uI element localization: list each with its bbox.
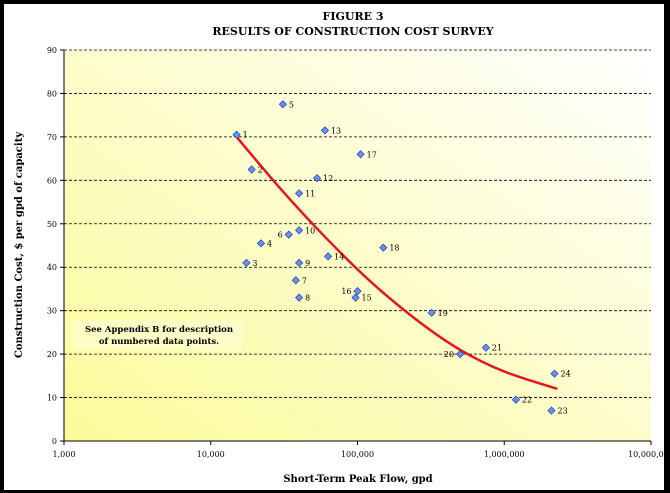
data-point-15 [351, 293, 360, 302]
data-point-8 [295, 293, 304, 302]
data-point-3 [242, 258, 251, 267]
data-point-16 [353, 287, 362, 296]
trend-line [235, 136, 558, 391]
annotation-box: See Appendix B for description of number… [72, 320, 242, 350]
y-axis-ticks: 0 10 20 30 40 50 60 70 80 90 [47, 46, 64, 446]
y-tick-label: 30 [47, 307, 57, 316]
data-point-20 [455, 350, 465, 359]
x-axis-ticks: 1,000 10,000 100,000 1,000,000 10,000,000 [53, 441, 670, 459]
data-point-11 [295, 189, 304, 198]
data-point-7 [291, 276, 300, 285]
data-point-6 [284, 230, 293, 239]
y-tick-label: 70 [47, 133, 57, 142]
data-point-12 [312, 174, 322, 183]
data-point-label-7: 7 [302, 276, 307, 285]
data-point-4 [256, 239, 266, 248]
data-point-label-11: 11 [305, 189, 315, 198]
data-point-label-14: 14 [334, 252, 344, 261]
gridlines [64, 49, 651, 398]
data-point-13 [320, 126, 330, 135]
y-tick-label: 60 [47, 176, 57, 185]
chart-title: FIGURE 3 [323, 10, 384, 23]
data-point-label-12: 12 [323, 174, 333, 183]
x-axis-label: Short-Term Peak Flow, gpd [283, 474, 432, 485]
data-point-label-4: 4 [267, 239, 272, 248]
data-point-10 [295, 226, 304, 235]
data-point-label-9: 9 [305, 259, 310, 268]
plot-area [64, 50, 651, 441]
data-point-21 [481, 343, 491, 352]
data-point-5 [278, 100, 287, 109]
data-point-label-5: 5 [289, 100, 294, 109]
data-point-19 [427, 308, 436, 317]
data-point-9 [295, 258, 304, 267]
data-point-18 [379, 243, 388, 252]
data-point-label-13: 13 [331, 126, 341, 135]
data-point-label-20: 20 [444, 350, 454, 359]
data-point-label-21: 21 [492, 344, 502, 353]
y-tick-label: 40 [47, 263, 57, 272]
data-point-label-2: 2 [258, 165, 263, 174]
x-tick-label: 10,000,000 [628, 450, 670, 459]
data-point-1 [232, 130, 241, 139]
data-point-24 [550, 369, 559, 378]
x-tick-label: 10,000 [197, 450, 225, 459]
data-point-label-3: 3 [252, 259, 257, 268]
y-tick-label: 80 [47, 89, 57, 98]
y-tick-label: 10 [47, 394, 57, 403]
x-tick-label: 1,000 [53, 450, 76, 459]
data-point-label-18: 18 [389, 244, 399, 253]
y-axis-label: Construction Cost, $ per gpd of capacity [14, 131, 25, 358]
y-tick-label: 0 [52, 437, 57, 446]
data-point-label-6: 6 [278, 231, 283, 240]
y-tick-label: 90 [47, 46, 57, 55]
data-point-label-23: 23 [558, 407, 568, 416]
data-point-label-19: 19 [438, 309, 448, 318]
y-tick-label: 20 [47, 350, 57, 359]
data-point-label-16: 16 [341, 287, 351, 296]
data-point-label-8: 8 [305, 294, 310, 303]
data-point-label-1: 1 [243, 131, 248, 140]
chart-subtitle: RESULTS OF CONSTRUCTION COST SURVEY [212, 25, 493, 38]
y-tick-label: 50 [47, 220, 57, 229]
data-point-17 [356, 150, 365, 159]
x-tick-label: 100,000 [341, 450, 374, 459]
data-point-label-15: 15 [362, 294, 372, 303]
data-point-label-24: 24 [561, 370, 571, 379]
data-point-23 [547, 406, 556, 415]
data-point-22 [511, 395, 520, 404]
data-point-2 [247, 165, 256, 174]
annotation-line-1: See Appendix B for description [85, 325, 233, 335]
data-point-14 [323, 252, 333, 261]
annotation-line-2: of numbered data points. [99, 337, 219, 347]
data-point-label-10: 10 [305, 226, 315, 235]
data-point-label-22: 22 [522, 396, 532, 405]
data-point-label-17: 17 [367, 150, 377, 159]
x-tick-label: 1,000,000 [484, 450, 525, 459]
